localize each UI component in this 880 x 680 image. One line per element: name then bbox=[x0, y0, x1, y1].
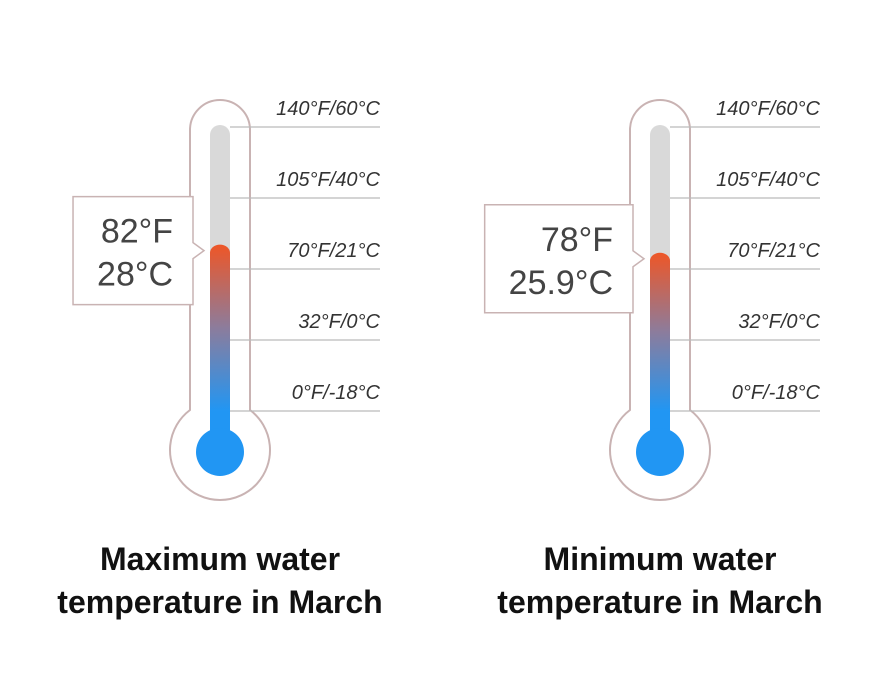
value-label: 82°F bbox=[101, 213, 173, 251]
tick-label: 32°F/0°C bbox=[738, 311, 820, 333]
tick-label: 0°F/-18°C bbox=[732, 382, 821, 404]
tick-label: 105°F/40°C bbox=[276, 169, 380, 191]
thermometer-bulb bbox=[636, 428, 684, 476]
tick-label: 140°F/60°C bbox=[276, 98, 380, 120]
chart-title: Minimum water temperature in March bbox=[497, 541, 823, 620]
callout-box bbox=[72, 195, 206, 306]
tick-label: 0°F/-18°C bbox=[292, 382, 381, 404]
value-label: 25.9°C bbox=[509, 264, 613, 302]
tick-label: 105°F/40°C bbox=[716, 169, 820, 191]
value-label: 78°F bbox=[541, 221, 613, 259]
tick-label: 32°F/0°C bbox=[298, 311, 380, 333]
chart-title: Maximum water temperature in March bbox=[57, 541, 383, 620]
tick-label: 70°F/21°C bbox=[287, 240, 380, 262]
thermometer-fill bbox=[210, 244, 230, 440]
tick-label: 140°F/60°C bbox=[716, 98, 820, 120]
callout-box bbox=[483, 204, 646, 314]
thermometer-fill bbox=[650, 252, 670, 440]
value-label: 28°C bbox=[97, 256, 173, 294]
thermometer-bulb bbox=[196, 428, 244, 476]
tick-label: 70°F/21°C bbox=[727, 240, 820, 262]
